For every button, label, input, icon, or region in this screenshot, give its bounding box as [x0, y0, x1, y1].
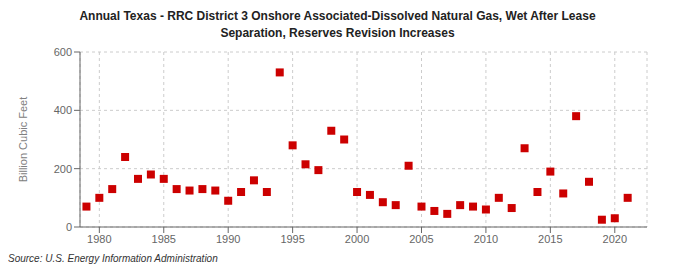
svg-text:2005: 2005: [409, 233, 433, 245]
svg-text:1980: 1980: [87, 233, 111, 245]
svg-text:2000: 2000: [345, 233, 369, 245]
svg-text:2015: 2015: [538, 233, 562, 245]
svg-text:0: 0: [66, 221, 72, 233]
svg-text:Billion Cubic Feet: Billion Cubic Feet: [17, 97, 29, 183]
html-text:Separation, Reserves Revision: Separation, Reserves Revision Increases: [220, 26, 455, 40]
svg-text:1990: 1990: [216, 233, 240, 245]
svg-text:600: 600: [54, 46, 72, 58]
svg-text:400: 400: [54, 104, 72, 116]
svg-text:2010: 2010: [474, 233, 498, 245]
html-text:Source: U.S. Energy Informatio: Source: U.S. Energy Information Administ…: [8, 253, 218, 264]
svg-text:1995: 1995: [280, 233, 304, 245]
html-text:Annual Texas - RRC District 3: Annual Texas - RRC District 3 Onshore As…: [79, 9, 596, 23]
svg-text:2020: 2020: [603, 233, 627, 245]
svg-text:1985: 1985: [152, 233, 176, 245]
svg-text:200: 200: [54, 163, 72, 175]
